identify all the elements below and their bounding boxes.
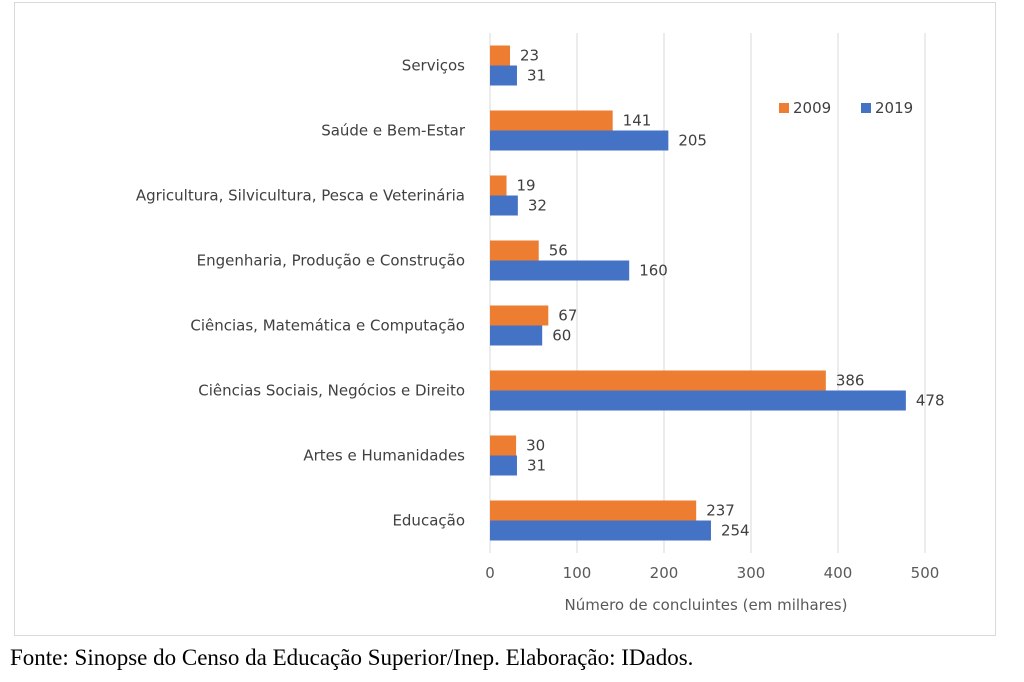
bar-2009 (490, 435, 517, 456)
x-tick-label: 400 (824, 564, 853, 582)
category-label: Ciências, Matemática e Computação (190, 317, 465, 335)
category-label: Ciências Sociais, Negócios e Direito (198, 382, 465, 400)
data-label-2009: 30 (526, 437, 545, 455)
category-label: Saúde e Bem-Estar (321, 122, 466, 140)
bar-2009 (490, 305, 549, 326)
source-note: Fonte: Sinopse do Censo da Educação Supe… (10, 645, 694, 670)
data-label-2009: 386 (836, 372, 865, 390)
data-label-2019: 478 (916, 392, 945, 410)
data-label-2019: 31 (527, 457, 546, 475)
bar-2019 (490, 130, 669, 151)
data-label-2009: 141 (623, 112, 652, 130)
data-label-2019: 254 (721, 522, 750, 540)
category-labels: Serviços Saúde e Bem-Estar Agricultura, Si… (136, 57, 466, 530)
data-labels: 23 141 19 56 67 386 30 237 31 205 32 160 60 478 31 254 (517, 47, 945, 540)
legend-label-2009: 2009 (793, 99, 831, 117)
chart-frame: 23 141 19 56 67 386 30 237 31 205 32 160 60 478 31 254 … (14, 2, 996, 636)
x-tick-label: 200 (650, 564, 679, 582)
x-axis-tick-labels: 0 100 200 300 400 500 (485, 564, 939, 582)
legend: 2009 2019 (779, 99, 913, 117)
category-label: Engenharia, Produção e Construção (197, 252, 465, 270)
data-label-2019: 32 (528, 197, 547, 215)
bar-chart: 231411956673863023731205321606047831254 … (136, 33, 945, 614)
x-tick-label: 100 (563, 564, 592, 582)
category-label: Artes e Humanidades (303, 447, 465, 465)
data-label-2009: 56 (549, 242, 568, 260)
bar-2019 (490, 195, 518, 216)
x-tick-label: 500 (911, 564, 940, 582)
data-label-2009: 67 (558, 307, 577, 325)
data-label-2019: 160 (639, 262, 668, 280)
bar-2009 (490, 240, 539, 261)
legend-label-2019: 2019 (875, 99, 913, 117)
bars (490, 45, 906, 541)
bar-2009 (490, 500, 697, 521)
bar-2009 (490, 45, 511, 66)
legend-swatch-2019 (861, 103, 871, 113)
bar-2019 (490, 455, 517, 476)
bar-2019 (490, 390, 906, 411)
x-tick-label: 300 (737, 564, 766, 582)
category-label: Educação (392, 512, 465, 530)
category-label: Serviços (402, 57, 465, 75)
bar-2019 (490, 65, 517, 86)
data-label-2009: 23 (520, 47, 539, 65)
x-axis-title: Número de concluintes (em milhares) (565, 596, 848, 614)
legend-swatch-2009 (779, 103, 789, 113)
bar-2019 (490, 520, 711, 541)
bar-2019 (490, 260, 630, 281)
category-label: Agricultura, Silvicultura, Pesca e Veter… (136, 187, 465, 205)
bar-2019 (490, 325, 543, 346)
data-label-2019: 31 (527, 67, 546, 85)
x-tick-label: 0 (485, 564, 495, 582)
bar-2009 (490, 175, 507, 196)
data-label-2019: 205 (678, 132, 707, 150)
data-label-2009: 237 (706, 502, 735, 520)
bar-2009 (490, 110, 613, 131)
bar-2009 (490, 370, 826, 391)
data-label-2019: 60 (552, 327, 571, 345)
data-label-2009: 19 (517, 177, 536, 195)
